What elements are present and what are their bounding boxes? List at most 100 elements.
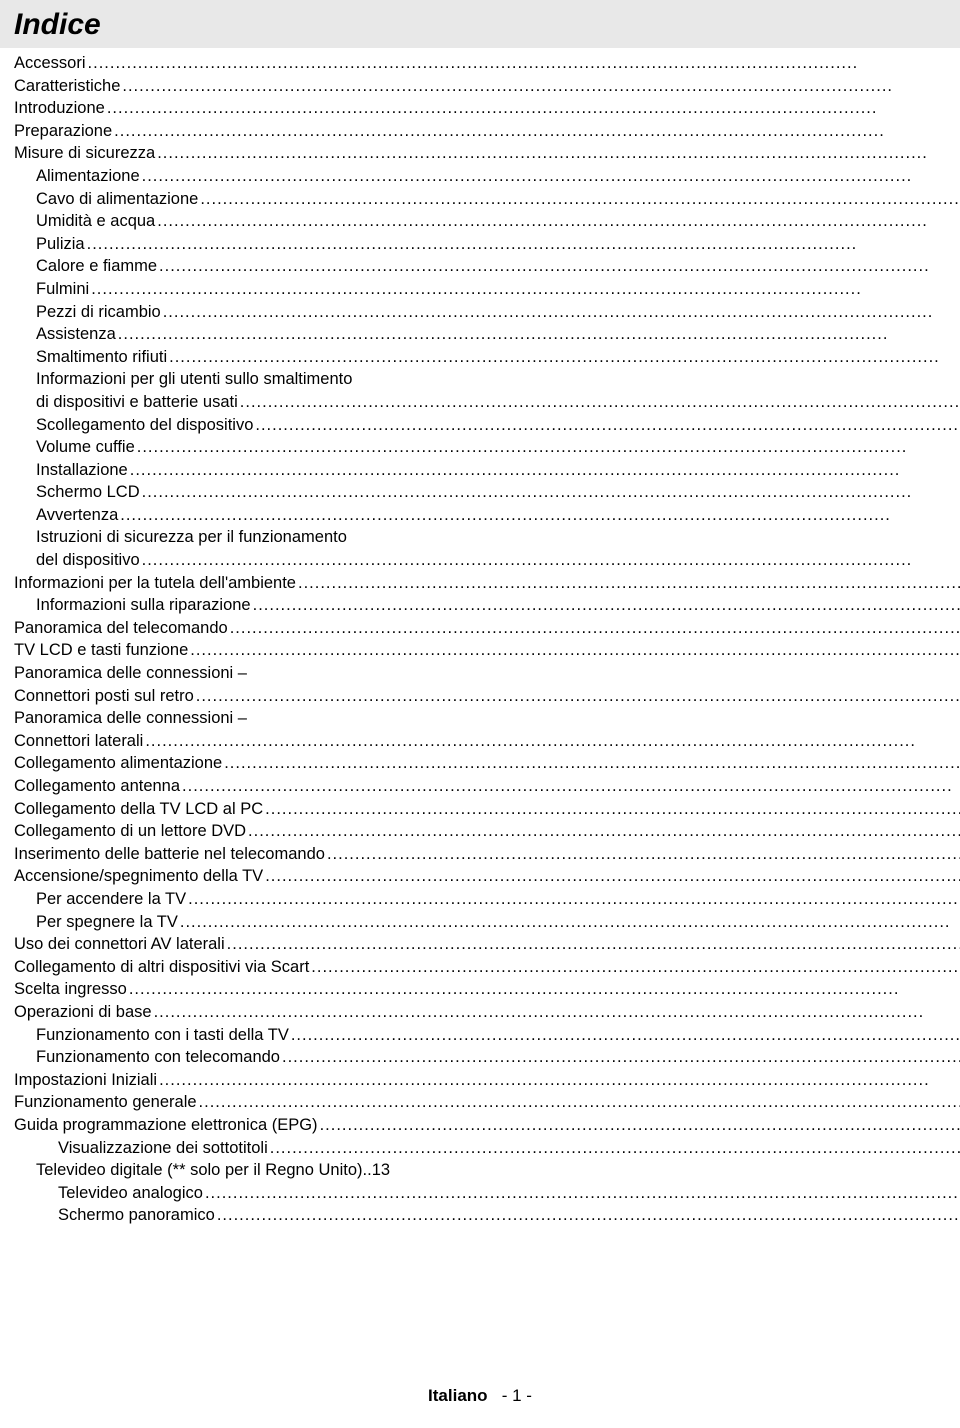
toc-label: Panoramica delle connessioni – xyxy=(14,662,247,685)
toc-label: Accensione/spegnimento della TV xyxy=(14,865,263,888)
toc-leader-dots xyxy=(289,1024,960,1047)
toc-label: Televideo digitale (** solo per il Regno… xyxy=(36,1159,363,1182)
toc-entry: Introduzione 2 xyxy=(14,97,960,120)
toc-leader-dots xyxy=(225,933,960,956)
toc-label: TV LCD e tasti funzione xyxy=(14,639,188,662)
toc-label: Smaltimento rifiuti xyxy=(36,346,167,369)
toc-leader-dots xyxy=(296,572,960,595)
toc-leader-dots xyxy=(180,775,960,798)
toc-entry: Umidità e acqua 3 xyxy=(14,210,960,233)
toc-leader-dots xyxy=(253,414,960,437)
toc-label: Scelta ingresso xyxy=(14,978,127,1001)
toc-label: Avvertenza xyxy=(36,504,118,527)
page-footer: Italiano - 1 - xyxy=(0,1386,960,1406)
toc-leader-dots xyxy=(263,798,960,821)
toc-entry: Inserimento delle batterie nel telecoman… xyxy=(14,843,960,866)
toc-leader-dots xyxy=(228,617,960,640)
toc-leader-dots xyxy=(178,911,960,934)
toc-leader-dots xyxy=(222,752,960,775)
footer-page: - 1 - xyxy=(502,1386,532,1405)
toc-leader-dots xyxy=(118,504,960,527)
toc-leader-dots xyxy=(135,436,960,459)
toc-leader-dots xyxy=(188,639,960,662)
toc-entry: Caratteristiche 2 xyxy=(14,75,960,98)
toc-leader-dots xyxy=(309,956,960,979)
toc-entry: Uso dei connettori AV laterali 10 xyxy=(14,933,960,956)
toc-leader-dots xyxy=(268,1137,960,1160)
toc-label: Operazioni di base xyxy=(14,1001,152,1024)
toc-entry: Collegamento antenna 8 xyxy=(14,775,960,798)
toc-entry: Collegamento di altri dispositivi via Sc… xyxy=(14,956,960,979)
toc-entry: Assistenza 3 xyxy=(14,323,960,346)
toc-entry: Alimentazione 2 xyxy=(14,165,960,188)
toc-label: Funzionamento generale xyxy=(14,1091,197,1114)
toc-label: Accessori xyxy=(14,52,86,75)
toc-entry: Calore e fiamme 3 xyxy=(14,255,960,278)
toc-leader-dots xyxy=(140,165,960,188)
toc-entry: Schermo LCD 3 xyxy=(14,481,960,504)
toc-entry: TV LCD e tasti funzione 7 xyxy=(14,639,960,662)
toc-leader-dots xyxy=(120,75,960,98)
toc-leader-dots xyxy=(215,1204,960,1227)
toc-entry: Funzionamento con i tasti della TV 11 xyxy=(14,1024,960,1047)
toc-entry: Operazioni di base 11 xyxy=(14,1001,960,1024)
toc-label: Misure di sicurezza xyxy=(14,142,155,165)
toc-leader-dots xyxy=(112,120,960,143)
toc-entry: Connettori laterali 8 xyxy=(14,730,960,753)
toc-label: del dispositivo xyxy=(36,549,140,572)
toc-column-left: Accessori 2Caratteristiche 2Introduzione… xyxy=(14,52,960,1227)
toc-label: Uso dei connettori AV laterali xyxy=(14,933,225,956)
toc-leader-dots xyxy=(105,97,960,120)
toc-label: Connettori posti sul retro xyxy=(14,685,194,708)
title-bar: Indice xyxy=(0,0,960,48)
toc-label: Funzionamento con i tasti della TV xyxy=(36,1024,289,1047)
toc-entry: Televideo digitale (** solo per il Regno… xyxy=(14,1159,960,1182)
toc-entry: Accensione/spegnimento della TV 10 xyxy=(14,865,960,888)
toc-label: Preparazione xyxy=(14,120,112,143)
toc-leader-dots xyxy=(89,278,960,301)
toc-entry: Funzionamento con telecomando 11 xyxy=(14,1046,960,1069)
toc-entry: Informazioni per gli utenti sullo smalti… xyxy=(14,368,960,391)
toc-entry: Funzionamento generale 12 xyxy=(14,1091,960,1114)
toc-entry: Panoramica del telecomando 6 xyxy=(14,617,960,640)
toc-leader-dots xyxy=(198,188,960,211)
footer-language: Italiano xyxy=(428,1386,488,1405)
toc-entry: Guida programmazione elettronica (EPG) 1… xyxy=(14,1114,960,1137)
toc-label: Assistenza xyxy=(36,323,116,346)
toc-leader-dots xyxy=(140,549,960,572)
toc-entry: Per accendere la TV 10 xyxy=(14,888,960,911)
toc-label: Istruzioni di sicurezza per il funzionam… xyxy=(36,526,347,549)
toc-entry: del dispositivo 4 xyxy=(14,549,960,572)
toc-entry: Televideo analogico 13 xyxy=(14,1182,960,1205)
toc-entry: Cavo di alimentazione 2 xyxy=(14,188,960,211)
toc-entry: Accessori 2 xyxy=(14,52,960,75)
toc-label: Volume cuffie xyxy=(36,436,135,459)
toc-entry: Istruzioni di sicurezza per il funzionam… xyxy=(14,526,960,549)
toc-label: Collegamento di un lettore DVD xyxy=(14,820,246,843)
toc-entry: Collegamento alimentazione 8 xyxy=(14,752,960,775)
toc-leader-dots xyxy=(280,1046,960,1069)
toc-label: Cavo di alimentazione xyxy=(36,188,198,211)
toc-leader-dots xyxy=(161,301,960,324)
toc-entry: Smaltimento rifiuti 3 xyxy=(14,346,960,369)
toc-leader-dots xyxy=(186,888,960,911)
toc-entry: Pezzi di ricambio 3 xyxy=(14,301,960,324)
toc-page-number: 13 xyxy=(372,1159,390,1182)
toc-columns: Accessori 2Caratteristiche 2Introduzione… xyxy=(0,48,960,1227)
toc-label: Connettori laterali xyxy=(14,730,143,753)
toc-label: Visualizzazione dei sottotitoli xyxy=(58,1137,268,1160)
toc-label: Schermo panoramico xyxy=(58,1204,215,1227)
toc-leader-dots xyxy=(127,978,960,1001)
toc-entry: Scelta ingresso 11 xyxy=(14,978,960,1001)
toc-leader-dots: .. xyxy=(363,1159,372,1182)
toc-leader-dots xyxy=(128,459,960,482)
toc-entry: Visualizzazione dei sottotitoli 13 xyxy=(14,1137,960,1160)
toc-leader-dots xyxy=(157,255,960,278)
toc-label: Informazioni per la tutela dell'ambiente xyxy=(14,572,296,595)
toc-label: Collegamento di altri dispositivi via Sc… xyxy=(14,956,309,979)
toc-label: Funzionamento con telecomando xyxy=(36,1046,280,1069)
toc-entry: Installazione 3 xyxy=(14,459,960,482)
toc-leader-dots xyxy=(85,233,960,256)
toc-label: Collegamento antenna xyxy=(14,775,180,798)
toc-leader-dots xyxy=(157,1069,960,1092)
